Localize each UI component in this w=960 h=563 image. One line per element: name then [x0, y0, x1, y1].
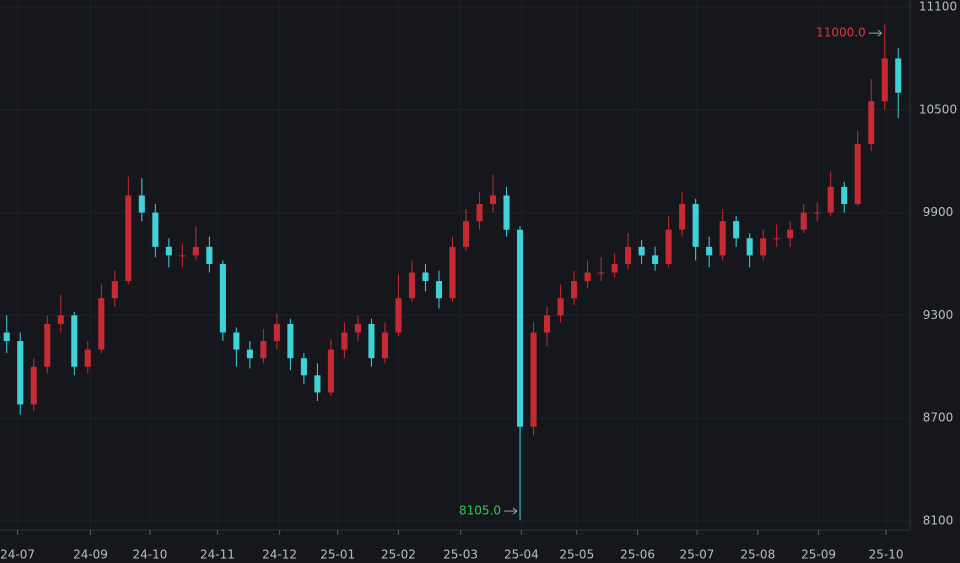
candle-body: [138, 195, 145, 213]
candle-body: [17, 341, 24, 405]
candle-body: [125, 195, 132, 282]
candle-body: [368, 323, 375, 359]
candle-body: [233, 332, 240, 350]
candle-body: [571, 281, 578, 299]
candle-body: [206, 246, 213, 264]
candle-body: [98, 298, 105, 350]
candle-body: [273, 323, 280, 342]
candle-body: [868, 101, 875, 145]
candle-body: [719, 221, 726, 256]
candle-body: [300, 358, 307, 376]
candle-body: [544, 315, 551, 333]
candle-body: [773, 238, 780, 240]
y-tick-label: 8100: [923, 513, 954, 527]
annotation-label: 8105.0: [459, 504, 501, 518]
candle-body: [57, 315, 64, 324]
x-tick-label: 25-03: [443, 548, 478, 562]
candle-body: [598, 272, 605, 274]
x-tick-label: 24-10: [132, 548, 167, 562]
candle-body: [30, 366, 37, 405]
candle-body: [165, 246, 172, 256]
x-tick-label: 25-06: [620, 548, 655, 562]
candle-body: [287, 323, 294, 359]
x-tick-label: 24-12: [262, 548, 297, 562]
x-tick-label: 24-11: [200, 548, 235, 562]
x-tick-label: 24-09: [73, 548, 108, 562]
candle-body: [881, 58, 888, 102]
candle-body: [435, 281, 443, 299]
candle-body: [341, 332, 348, 350]
candle-body: [71, 315, 78, 367]
candle-body: [827, 186, 834, 213]
candle-body: [354, 323, 361, 333]
candle-body: [557, 298, 564, 316]
candle-body: [665, 229, 672, 264]
x-tick-label: 24-07: [0, 548, 35, 562]
candle-body: [503, 195, 510, 230]
candle-body: [422, 272, 429, 282]
candle-body: [625, 246, 632, 264]
y-tick-label: 9900: [923, 205, 954, 219]
y-tick-label: 10500: [919, 102, 957, 116]
candle-body: [476, 204, 483, 222]
candle-body: [841, 186, 848, 205]
annotation-label: 11000.0: [816, 26, 866, 40]
candle-body: [787, 229, 794, 239]
candle-body: [408, 272, 416, 299]
x-tick-label: 25-09: [801, 548, 836, 562]
y-tick-label: 11100: [919, 0, 957, 14]
candle-body: [152, 212, 159, 247]
candle-body: [179, 255, 186, 257]
candle-body: [327, 349, 334, 393]
candle-body: [895, 58, 902, 93]
y-tick-label: 9300: [923, 308, 954, 322]
candle-body: [381, 332, 389, 359]
candle-body: [489, 195, 497, 205]
candle-body: [760, 238, 767, 256]
candle-body: [219, 263, 226, 333]
candle-body: [611, 263, 618, 273]
candle-body: [584, 272, 591, 282]
x-tick-label: 25-04: [504, 548, 539, 562]
x-tick-label: 25-05: [559, 548, 594, 562]
candle-body: [3, 332, 10, 342]
candle-body: [706, 246, 713, 256]
y-tick-label: 8700: [923, 411, 954, 425]
x-tick-label: 25-02: [381, 548, 416, 562]
candle-body: [814, 212, 821, 214]
candle-body: [246, 349, 253, 359]
x-tick-label: 25-08: [740, 548, 775, 562]
candle-body: [44, 323, 51, 367]
candle-body: [462, 221, 470, 247]
annotation-arrowhead: [512, 507, 518, 515]
candle-body: [530, 332, 537, 427]
x-tick-label: 25-07: [680, 548, 715, 562]
candle-body: [746, 238, 753, 256]
candle-body: [260, 341, 267, 359]
annotation-arrowhead: [877, 29, 883, 37]
candle-body: [733, 221, 740, 239]
candle-body: [84, 349, 91, 367]
candle-body: [652, 255, 659, 264]
x-tick-label: 25-10: [869, 548, 904, 562]
candle-body: [800, 212, 807, 230]
candle-body: [395, 298, 402, 333]
candle-body: [192, 246, 199, 256]
candle-body: [679, 204, 686, 230]
x-tick-label: 25-01: [320, 548, 355, 562]
candle-body: [314, 375, 321, 393]
candle-body: [692, 204, 699, 247]
candle-body: [111, 281, 118, 299]
candle-body: [516, 229, 524, 427]
candle-body: [449, 246, 456, 299]
candle-body: [854, 144, 861, 205]
candle-body: [638, 246, 645, 256]
